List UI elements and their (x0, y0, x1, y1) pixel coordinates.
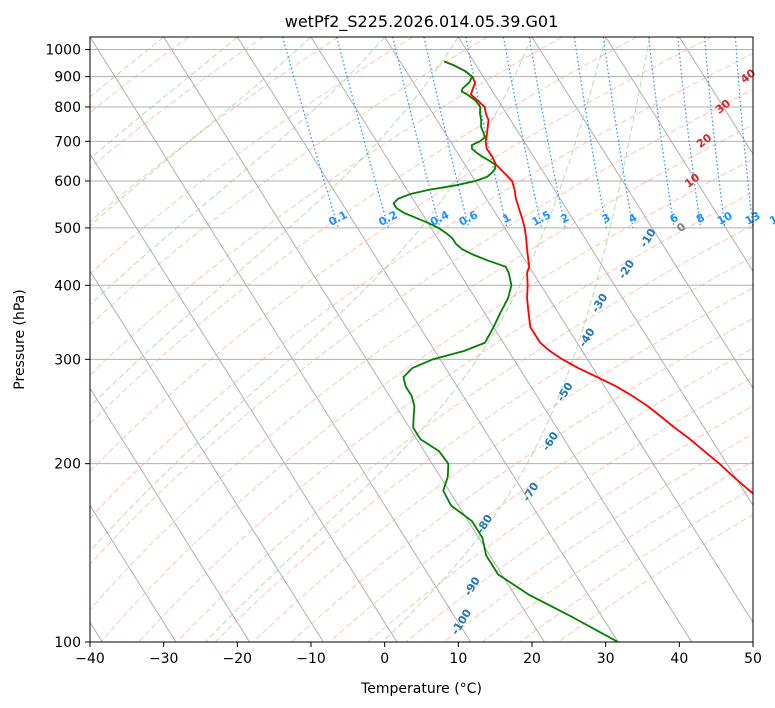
isotherm-line (90, 504, 177, 642)
moist-adiabat-line (90, 37, 238, 160)
chart-title: wetPf2_S225.2026.014.05.39.G01 (285, 12, 559, 32)
y-tick-label: 200 (54, 457, 81, 473)
dry-adiabat-line (176, 224, 753, 642)
dry-adiabat-line (90, 52, 753, 519)
temperature-profile-line (443, 60, 753, 495)
mixing-ratio-line (336, 37, 389, 229)
mixing-ratio-line (282, 37, 339, 229)
isotherm-line (236, 37, 619, 642)
mixing-ratio-line (528, 37, 566, 229)
y-tick-label: 500 (54, 221, 81, 237)
mixing-ratio-label: 10 (715, 209, 735, 228)
dry-adiabat-line (90, 37, 638, 425)
dry-adiabat-line (90, 37, 712, 472)
x-axis-label: Temperature (°C) (360, 681, 482, 697)
dry-adiabat-line (290, 317, 753, 642)
moist-adiabat-line (90, 37, 164, 98)
y-tick-label: 600 (54, 174, 81, 190)
isotherm-line (605, 37, 753, 273)
isotherm-line (531, 37, 753, 390)
plot-area (90, 37, 753, 642)
isotherm-line (90, 270, 324, 642)
mixing-ratio-line (677, 37, 702, 228)
x-tick-label: −40 (75, 651, 105, 667)
y-tick-label: 300 (54, 352, 81, 368)
isotherm-line (310, 37, 693, 642)
dry-adiabat-line (99, 158, 753, 642)
mixing-ratio-line (573, 37, 608, 229)
moist-adiabat-line (90, 37, 533, 553)
dry-adiabat-line (90, 37, 414, 275)
y-tick-label: 100 (54, 635, 81, 651)
dry-adiabat-line (405, 405, 753, 642)
x-tick-label: −20 (223, 651, 253, 667)
mixing-ratio-line (602, 37, 634, 229)
x-tick-label: 0 (380, 651, 389, 667)
grid-layer (90, 37, 753, 642)
isotherm-line (384, 37, 753, 624)
axis-layer: −40 −30 −20 −10 0 10 20 30 40 50 100 200 300 400 500 60… (45, 43, 762, 667)
dry-adiabat-line (557, 513, 753, 642)
mixing-ratio-line (392, 37, 441, 229)
y-tick-label: 1000 (45, 43, 81, 59)
x-tick-label: −10 (296, 651, 326, 667)
plot-frame (89, 36, 754, 643)
y-tick-label: 900 (54, 70, 81, 86)
mixing-ratio-label: 16 (767, 209, 775, 228)
y-tick-label: 700 (54, 134, 81, 150)
isotherm-line (90, 153, 398, 642)
isotherm-line (90, 37, 472, 642)
dry-adiabat-line (328, 347, 753, 642)
isotherm-line (90, 387, 251, 642)
dewpoint-profile-line (392, 60, 619, 642)
x-tick-label: −30 (149, 651, 179, 667)
series-layer (392, 60, 753, 642)
dry-adiabat-line (519, 487, 753, 642)
isotherm-line (457, 37, 753, 507)
moist-adiabat-line (204, 37, 607, 642)
mixing-ratio-line (465, 37, 508, 229)
dry-adiabat-line (90, 124, 753, 611)
x-tick-label: 50 (744, 651, 762, 667)
dry-adiabat-line (214, 256, 753, 642)
x-tick-label: 20 (523, 651, 541, 667)
dry-adiabat-line (90, 37, 339, 223)
isotherm-line (163, 37, 545, 642)
dry-adiabat-line (252, 287, 753, 642)
moist-adiabat-line (90, 37, 386, 306)
mixing-ratio-line (502, 37, 543, 229)
mixing-ratio-line (423, 37, 470, 229)
isotherm-line (678, 37, 753, 156)
x-tick-label: 40 (670, 651, 688, 667)
y-tick-label: 400 (54, 278, 81, 294)
dry-adiabat-line (90, 37, 563, 376)
y-axis-label: Pressure (hPa) (12, 289, 28, 389)
dry-adiabat-line (138, 191, 753, 642)
mixing-ratio-line (648, 37, 675, 228)
dry-adiabat-line (443, 433, 753, 642)
x-tick-label: 30 (597, 651, 615, 667)
y-tick-label: 800 (54, 100, 81, 116)
x-tick-label: 10 (449, 651, 467, 667)
moist-adiabat-line (90, 37, 459, 408)
